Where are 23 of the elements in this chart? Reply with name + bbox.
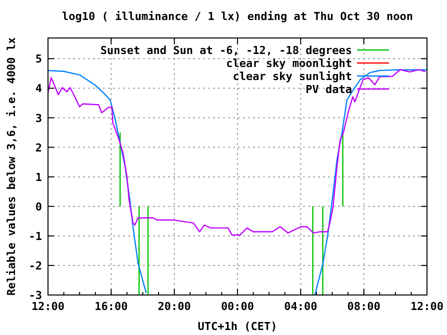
y-tick-label: -1	[28, 230, 42, 243]
y-tick-label: 1	[35, 170, 42, 184]
x-tick-label: 04:00	[284, 300, 318, 313]
x-tick-label: 16:00	[94, 300, 128, 313]
x-axis-title: UTC+1h (CET)	[198, 320, 278, 333]
x-tick-label: 08:00	[347, 300, 380, 313]
legend-label: clear sky sunlight	[232, 70, 352, 83]
y-axis-title: Reliable values below 3,6, i.e. 4000 lx	[5, 36, 18, 296]
legend-label: Sunset and Sun at -6, -12, -18 degrees	[100, 44, 352, 57]
y-tick-label: 0	[35, 200, 42, 214]
y-tick-label: 2	[35, 141, 42, 154]
x-tick-label: 20:00	[158, 300, 191, 313]
legend-label: clear sky moonlight	[226, 57, 352, 70]
legend-label: PV data	[306, 83, 352, 96]
y-tick-label: 3	[35, 112, 42, 125]
y-tick-label: 5	[35, 52, 42, 66]
x-tick-label: 12:00	[31, 300, 65, 313]
y-tick-label: 4	[35, 82, 42, 96]
chart-title: log10 ( illuminance / 1 lx) ending at Thu Oct 30 noon	[62, 10, 413, 23]
x-tick-label: 12:00	[410, 300, 444, 313]
x-tick-label: 00:00	[220, 300, 254, 313]
y-tick-label: -2	[28, 259, 42, 272]
y-tick-label: -3	[28, 289, 42, 302]
